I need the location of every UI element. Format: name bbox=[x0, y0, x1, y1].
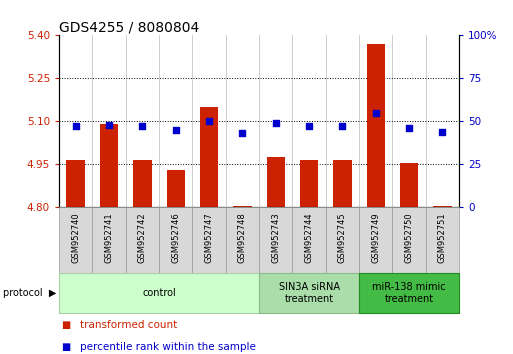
Bar bbox=[159, 207, 192, 273]
Point bbox=[71, 124, 80, 129]
Bar bbox=[359, 273, 459, 313]
Bar bbox=[367, 44, 385, 207]
Bar bbox=[192, 207, 226, 273]
Bar bbox=[92, 207, 126, 273]
Text: GSM952748: GSM952748 bbox=[238, 212, 247, 263]
Point bbox=[305, 124, 313, 129]
Point bbox=[205, 119, 213, 124]
Point bbox=[271, 120, 280, 126]
Bar bbox=[133, 160, 151, 207]
Bar bbox=[67, 160, 85, 207]
Text: GSM952747: GSM952747 bbox=[205, 212, 213, 263]
Text: GSM952744: GSM952744 bbox=[305, 212, 313, 263]
Point bbox=[438, 129, 446, 135]
Bar bbox=[392, 207, 426, 273]
Point bbox=[105, 122, 113, 127]
Bar bbox=[426, 207, 459, 273]
Bar bbox=[333, 160, 351, 207]
Bar bbox=[292, 207, 326, 273]
Text: GSM952745: GSM952745 bbox=[338, 212, 347, 263]
Bar bbox=[300, 160, 318, 207]
Bar bbox=[326, 207, 359, 273]
Point bbox=[138, 124, 147, 129]
Text: GSM952742: GSM952742 bbox=[138, 212, 147, 263]
Text: transformed count: transformed count bbox=[80, 320, 177, 330]
Text: GSM952740: GSM952740 bbox=[71, 212, 80, 263]
Bar bbox=[259, 207, 292, 273]
Bar bbox=[400, 163, 418, 207]
Bar bbox=[267, 157, 285, 207]
Text: GSM952749: GSM952749 bbox=[371, 212, 380, 263]
Point bbox=[405, 125, 413, 131]
Text: GSM952743: GSM952743 bbox=[271, 212, 280, 263]
Point bbox=[338, 124, 346, 129]
Bar bbox=[226, 207, 259, 273]
Text: GSM952746: GSM952746 bbox=[171, 212, 180, 263]
Bar bbox=[126, 207, 159, 273]
Text: miR-138 mimic
treatment: miR-138 mimic treatment bbox=[372, 282, 446, 304]
Text: percentile rank within the sample: percentile rank within the sample bbox=[80, 342, 255, 352]
Bar bbox=[59, 207, 92, 273]
Point bbox=[238, 130, 246, 136]
Bar bbox=[100, 124, 118, 207]
Text: protocol  ▶: protocol ▶ bbox=[3, 288, 56, 298]
Bar bbox=[59, 273, 259, 313]
Bar bbox=[359, 207, 392, 273]
Bar bbox=[200, 107, 218, 207]
Text: control: control bbox=[142, 288, 176, 298]
Text: SIN3A siRNA
treatment: SIN3A siRNA treatment bbox=[279, 282, 340, 304]
Text: ■: ■ bbox=[62, 342, 71, 352]
Point bbox=[171, 127, 180, 133]
Bar bbox=[433, 206, 451, 207]
Bar bbox=[233, 206, 251, 207]
Text: ■: ■ bbox=[62, 320, 71, 330]
Point bbox=[371, 110, 380, 115]
Text: GSM952751: GSM952751 bbox=[438, 212, 447, 263]
Text: GSM952750: GSM952750 bbox=[405, 212, 413, 263]
Text: GDS4255 / 8080804: GDS4255 / 8080804 bbox=[59, 20, 199, 34]
Bar bbox=[167, 170, 185, 207]
Bar bbox=[259, 273, 359, 313]
Text: GSM952741: GSM952741 bbox=[105, 212, 113, 263]
